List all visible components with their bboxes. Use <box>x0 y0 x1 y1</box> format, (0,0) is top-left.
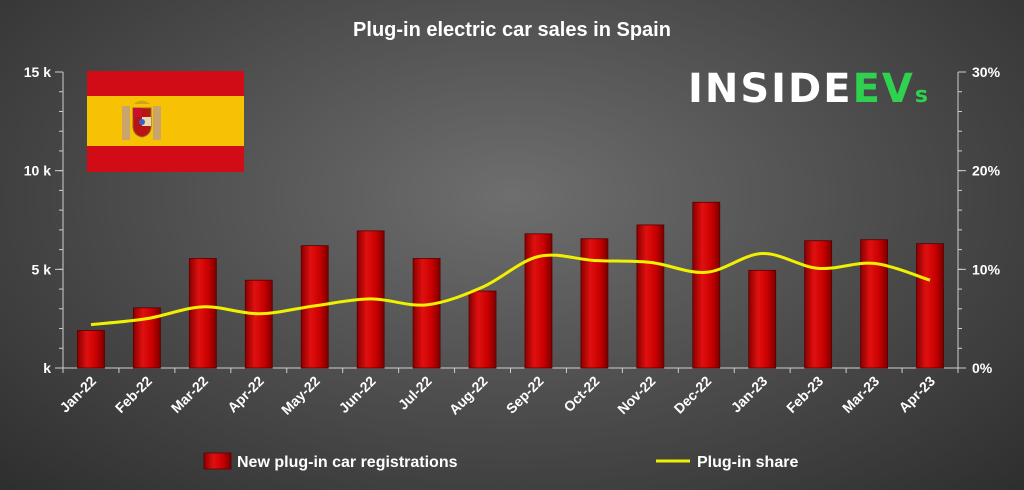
coat-of-arms-icon <box>122 100 161 140</box>
x-tick-label: Aug-22 <box>446 373 491 418</box>
bar-series <box>77 201 944 369</box>
right-tick-label: 30% <box>972 64 1001 80</box>
left-tick-label: 10 k <box>24 163 51 179</box>
x-tick-label: Jan-23 <box>728 373 771 416</box>
svg-text:INSIDEEVs: INSIDEEVs <box>688 66 930 112</box>
x-tick-label: Feb-23 <box>783 373 826 416</box>
bar <box>916 243 944 369</box>
right-tick-label: 10% <box>972 261 1001 277</box>
bar <box>244 279 273 369</box>
insideevs-logo: INSIDEEVs <box>688 66 930 112</box>
left-tick-label: 5 k <box>32 261 52 277</box>
x-tick-label: Apr-23 <box>895 373 938 416</box>
x-tick-label: Dec-22 <box>671 373 715 417</box>
bar <box>748 269 777 369</box>
bar <box>412 258 441 369</box>
bar <box>692 201 721 369</box>
x-tick-label: Nov-22 <box>614 373 658 417</box>
spain-flag <box>87 71 244 172</box>
left-tick-label: 15 k <box>24 64 51 80</box>
x-tick-label: May-22 <box>278 373 323 418</box>
bar <box>636 224 665 369</box>
x-tick-label: Oct-22 <box>560 373 602 415</box>
legend-line-label: Plug-in share <box>697 454 798 471</box>
bar <box>188 258 217 369</box>
x-tick-label: Jan-22 <box>56 373 99 416</box>
logo-suffix-text: s <box>915 83 930 108</box>
legend: New plug-in car registrations Plug-in sha… <box>203 452 798 471</box>
logo-accent-text: EV <box>853 66 915 112</box>
x-tick-label: Jul-22 <box>395 373 435 413</box>
flag-middle-band <box>87 96 244 146</box>
legend-bar-label: New plug-in car registrations <box>237 454 458 471</box>
bar <box>804 240 833 369</box>
chart-title: Plug-in electric car sales in Spain <box>353 19 671 41</box>
legend-bar-swatch <box>203 452 232 470</box>
bar <box>468 290 497 369</box>
left-tick-label: k <box>43 360 51 376</box>
x-tick-label: Jun-22 <box>336 373 379 416</box>
x-tick-label: Feb-22 <box>112 373 155 416</box>
right-tick-label: 0% <box>972 360 993 376</box>
share-line <box>90 252 931 327</box>
right-tick-label: 20% <box>972 163 1001 179</box>
logo-main-text: INSIDE <box>688 66 853 112</box>
bar <box>860 239 888 369</box>
x-tick-label: Apr-22 <box>224 373 267 416</box>
x-tick-label: Mar-22 <box>168 373 211 416</box>
bar <box>77 330 105 369</box>
x-tick-label: Sep-22 <box>503 373 547 417</box>
x-axis-labels: Jan-22 Feb-22 Mar-22 Apr-22 May-22 Jun-22 Jul-… <box>56 373 938 418</box>
line-series <box>90 252 931 327</box>
x-tick-label: Mar-23 <box>839 373 882 416</box>
